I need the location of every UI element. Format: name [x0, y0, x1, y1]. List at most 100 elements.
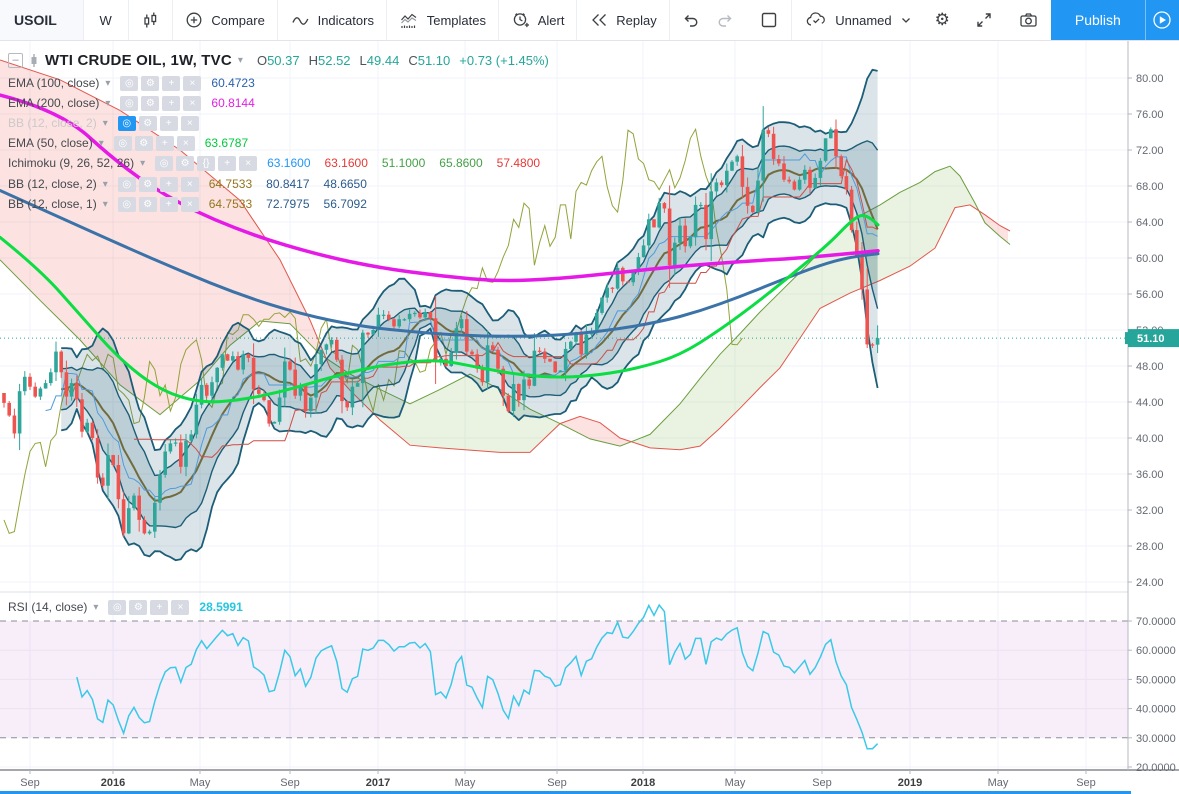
candle-up [153, 502, 157, 532]
indicator-row-bb-hidden[interactable]: BB (12, close, 2) ▾ ◎ ⚙ + × [8, 113, 199, 133]
replay-button[interactable]: Replay [577, 0, 668, 40]
interval-button[interactable]: W [84, 0, 128, 40]
add-icon[interactable]: + [159, 196, 178, 212]
time-tick: May [190, 777, 211, 789]
source-code-icon[interactable]: {} [197, 155, 216, 171]
snapshot-button[interactable] [1006, 0, 1051, 40]
eye-icon[interactable]: ◎ [120, 75, 139, 91]
add-icon[interactable]: + [162, 95, 181, 111]
candle-down [839, 156, 843, 177]
candle-down [80, 399, 84, 432]
price-axis[interactable]: 80.0076.0072.0068.0064.0060.0056.0052.00… [1125, 73, 1179, 774]
caret-down-icon: ▾ [140, 157, 146, 169]
eye-icon[interactable]: ◎ [108, 599, 127, 615]
undo-button[interactable] [669, 0, 713, 40]
indicator-row-rsi[interactable]: RSI (14, close) ▾ ◎ ⚙ + × 28.5991 [8, 597, 243, 617]
cloud-saved-icon [804, 10, 828, 30]
collapse-legend-icon[interactable]: – [8, 52, 23, 68]
candle-up [761, 130, 765, 181]
gear-icon[interactable]: ⚙ [138, 196, 157, 212]
candle-down [683, 225, 687, 247]
caret-down-icon: ▾ [98, 137, 104, 149]
close-icon[interactable]: × [180, 196, 199, 212]
gear-icon[interactable]: ⚙ [141, 95, 160, 111]
gear-icon: ⚙ [934, 10, 950, 30]
indicator-row-ema50[interactable]: EMA (50, close) ▾ ◎ ⚙ + × 63.6787 [8, 133, 248, 153]
gear-icon[interactable]: ⚙ [138, 176, 157, 192]
candle-up [127, 508, 131, 534]
add-icon[interactable]: + [162, 75, 181, 91]
candle-up [615, 267, 620, 289]
candle-down [257, 389, 261, 394]
candle-up [511, 384, 516, 411]
close-icon[interactable]: × [183, 75, 202, 91]
close-icon[interactable]: × [171, 599, 190, 615]
candle-down [303, 384, 308, 411]
candle-up [813, 177, 817, 188]
caret-down-icon[interactable]: ▾ [237, 54, 243, 66]
gear-icon[interactable]: ⚙ [176, 155, 195, 171]
indicator-row-ichimoku[interactable]: Ichimoku (9, 26, 52, 26) ▾ ◎ ⚙ {} + × 63… [8, 153, 540, 173]
publish-button[interactable]: Publish [1050, 0, 1145, 40]
time-axis[interactable]: Sep 2016 May Sep 2017 May Sep 2018 May Sep 2019 May… [0, 770, 1131, 794]
add-icon[interactable]: + [150, 599, 169, 615]
symbol-button[interactable]: USOIL [0, 0, 83, 40]
eye-icon[interactable]: ◎ [117, 115, 136, 131]
publish-menu-button[interactable] [1144, 0, 1179, 40]
gear-icon[interactable]: ⚙ [134, 135, 153, 151]
chart-style-button[interactable] [129, 0, 172, 40]
candle-down [293, 369, 297, 396]
save-layout-button[interactable]: Unnamed [792, 0, 922, 40]
add-icon[interactable]: + [159, 115, 178, 131]
eye-icon[interactable]: ◎ [117, 176, 136, 192]
layout-button[interactable] [747, 0, 791, 40]
add-icon[interactable]: + [155, 135, 174, 151]
add-icon[interactable]: + [218, 155, 237, 171]
indicator-row-ema100[interactable]: EMA (100, close) ▾ ◎ ⚙ + × 60.4723 [8, 73, 255, 93]
eye-icon[interactable]: ◎ [155, 155, 174, 171]
indicator-row-ema200[interactable]: EMA (200, close) ▾ ◎ ⚙ + × 60.8144 [8, 93, 255, 113]
candles-layer[interactable] [2, 106, 880, 538]
candle-down [501, 368, 505, 396]
close-icon[interactable]: × [180, 115, 199, 131]
candle-up [43, 383, 48, 389]
symbol-legend[interactable]: – WTI CRUDE OIL, 1W, TVC ▾ O50.37 H52.52… [8, 49, 549, 71]
candle-down [387, 314, 391, 320]
toolbar-divider [127, 0, 129, 40]
price-tick: 40.00 [1136, 433, 1164, 445]
candle-up [376, 314, 381, 330]
gear-icon[interactable]: ⚙ [138, 115, 157, 131]
fullscreen-button[interactable] [962, 0, 1006, 40]
fullscreen-arrows-icon [974, 10, 994, 30]
candle-down [28, 376, 32, 387]
rsi-tick: 30.0000 [1136, 733, 1176, 745]
eye-icon[interactable]: ◎ [113, 135, 132, 151]
gear-icon[interactable]: ⚙ [129, 599, 148, 615]
templates-button[interactable]: Templates [387, 0, 498, 40]
indicator-row-bb1[interactable]: BB (12, close, 1) ▾ ◎ ⚙ + × 64.7533 72.7… [8, 194, 367, 214]
indicators-button[interactable]: Indicators [278, 0, 386, 40]
time-tick: Sep [280, 777, 300, 789]
candle-up [298, 384, 303, 396]
close-icon[interactable]: × [239, 155, 258, 171]
compare-button[interactable]: Compare [172, 0, 276, 40]
candle-down [75, 383, 79, 400]
close-icon[interactable]: × [183, 95, 202, 111]
eye-icon[interactable]: ◎ [117, 196, 136, 212]
caret-down-icon: ▾ [102, 198, 108, 210]
candlestick-style-icon [141, 11, 160, 30]
indicator-row-bb2[interactable]: BB (12, close, 2) ▾ ◎ ⚙ + × 64.7533 80.8… [8, 174, 367, 194]
gear-icon[interactable]: ⚙ [141, 75, 160, 91]
eye-icon[interactable]: ◎ [120, 95, 139, 111]
add-icon[interactable]: + [159, 176, 178, 192]
mini-candle-icon [29, 53, 39, 68]
templates-label: Templates [426, 12, 486, 28]
settings-button[interactable]: ⚙ [923, 0, 962, 40]
candle-up [532, 350, 537, 386]
close-icon[interactable]: × [176, 135, 195, 151]
close-icon[interactable]: × [180, 176, 199, 192]
candle-down [59, 351, 63, 373]
redo-button[interactable] [713, 0, 747, 40]
alert-button[interactable]: Alert [499, 0, 577, 40]
